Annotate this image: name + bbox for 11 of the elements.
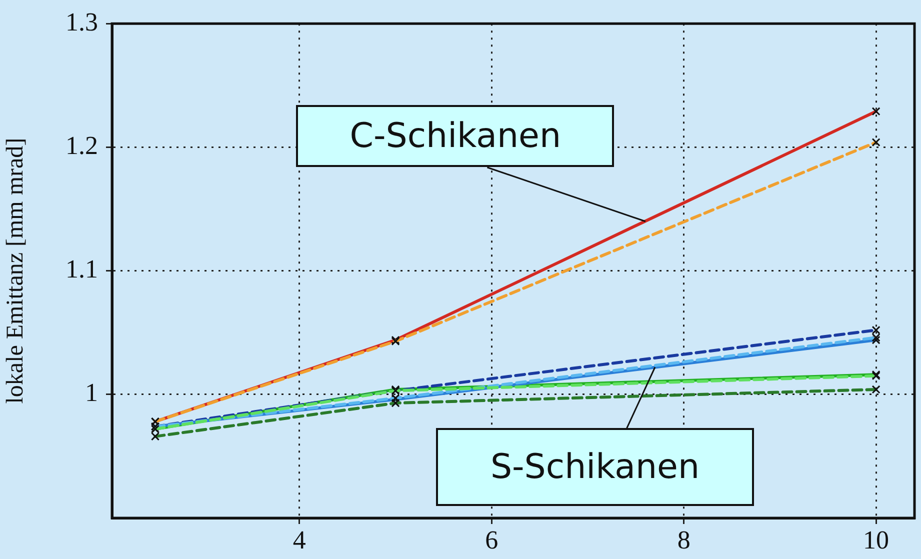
x-tick-label: 10 bbox=[863, 525, 890, 554]
callout-box: C-Schikanen bbox=[296, 105, 614, 168]
callout-box: S-Schikanen bbox=[436, 428, 754, 506]
y-tick-label: 1.1 bbox=[66, 254, 98, 284]
y-tick-label: 1.3 bbox=[66, 7, 98, 36]
x-tick-label: 6 bbox=[485, 525, 498, 554]
y-tick-label: 1 bbox=[85, 378, 98, 408]
y-axis-title: lokale Emittanz [mm mrad] bbox=[2, 138, 29, 404]
x-tick-label: 8 bbox=[677, 525, 690, 554]
x-tick-label: 4 bbox=[292, 525, 306, 554]
y-tick-label: 1.2 bbox=[66, 131, 98, 160]
